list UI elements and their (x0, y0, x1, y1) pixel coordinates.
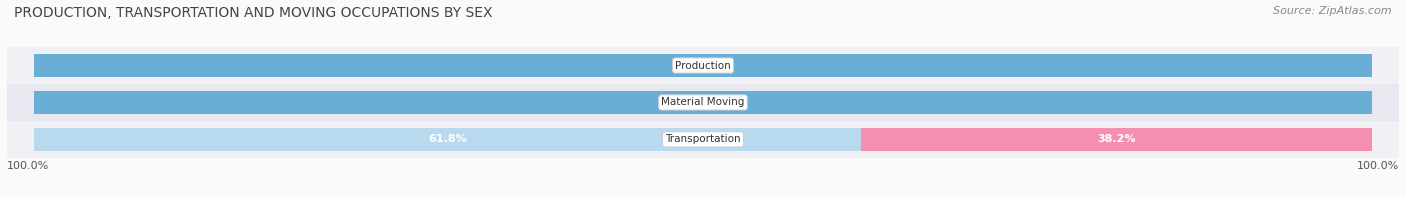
Text: 100.0%: 100.0% (681, 98, 725, 107)
Text: 100.0%: 100.0% (681, 60, 725, 71)
Bar (34, 128, 860, 151)
Text: Production: Production (675, 60, 731, 71)
Text: Transportation: Transportation (665, 134, 741, 144)
Bar (7, 121, 1399, 158)
Bar (34, 54, 1372, 77)
Bar (34, 91, 1372, 114)
Text: 100.0%: 100.0% (7, 161, 49, 171)
Bar (34, 128, 1372, 151)
Text: PRODUCTION, TRANSPORTATION AND MOVING OCCUPATIONS BY SEX: PRODUCTION, TRANSPORTATION AND MOVING OC… (14, 6, 492, 20)
Bar (7, 47, 1399, 84)
Bar (34, 54, 1372, 77)
Bar (860, 128, 1372, 151)
Text: Material Moving: Material Moving (661, 98, 745, 107)
Text: 38.2%: 38.2% (1097, 134, 1136, 144)
Bar (7, 84, 1399, 121)
Text: 61.8%: 61.8% (427, 134, 467, 144)
Text: Source: ZipAtlas.com: Source: ZipAtlas.com (1274, 6, 1392, 16)
Text: 100.0%: 100.0% (1357, 161, 1399, 171)
Bar (34, 91, 1372, 114)
